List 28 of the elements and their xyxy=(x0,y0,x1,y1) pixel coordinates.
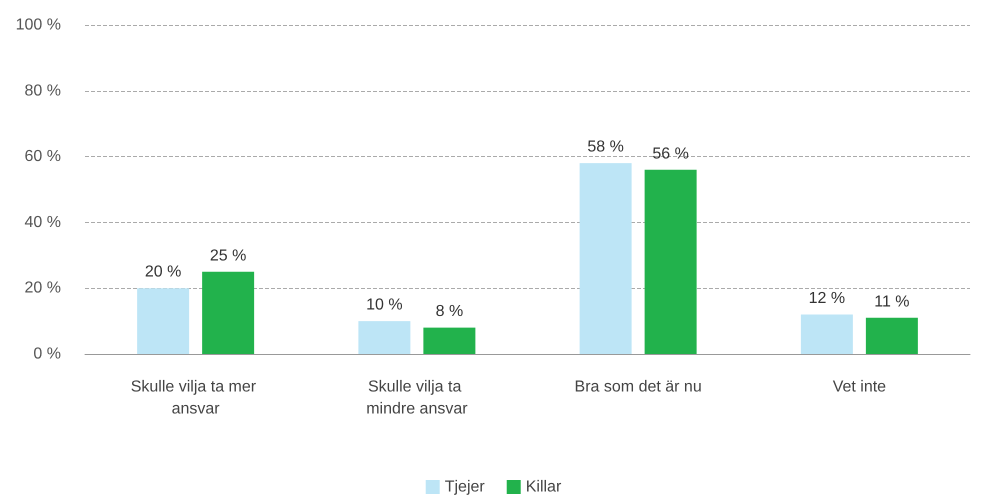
legend-label: Tjejer xyxy=(444,478,486,496)
bar xyxy=(866,318,918,354)
bar xyxy=(580,163,632,354)
y-tick-label: 20 % xyxy=(24,280,61,297)
bar xyxy=(644,170,697,354)
bar xyxy=(137,288,190,354)
x-tick-label: Vet inte xyxy=(832,378,886,396)
bar xyxy=(202,272,254,354)
data-label: 56 % xyxy=(652,145,689,162)
legend-label: Killar xyxy=(526,478,562,496)
x-tick-label: Skulle vilja ta mindre ansvar xyxy=(366,378,468,418)
x-tick-label: Skulle vilja ta mer ansvar xyxy=(130,378,261,418)
y-tick-label: 40 % xyxy=(24,214,61,231)
y-tick-label: 80 % xyxy=(24,82,61,100)
data-label: 12 % xyxy=(808,290,846,308)
y-tick-label: 0 % xyxy=(33,346,61,362)
data-label: 10 % xyxy=(366,296,403,314)
bar xyxy=(358,321,410,354)
y-tick-label: 100 % xyxy=(16,16,61,34)
bar xyxy=(423,328,476,354)
y-tick-label: 60 % xyxy=(24,148,61,166)
data-label: 20 % xyxy=(144,264,182,281)
x-tick-label: Bra som det är nu xyxy=(574,378,702,396)
data-label: 58 % xyxy=(587,138,624,156)
data-label: 11 % xyxy=(874,293,910,310)
data-label: 25 % xyxy=(210,247,246,264)
data-label: 8 % xyxy=(436,303,464,320)
bar xyxy=(800,314,853,354)
